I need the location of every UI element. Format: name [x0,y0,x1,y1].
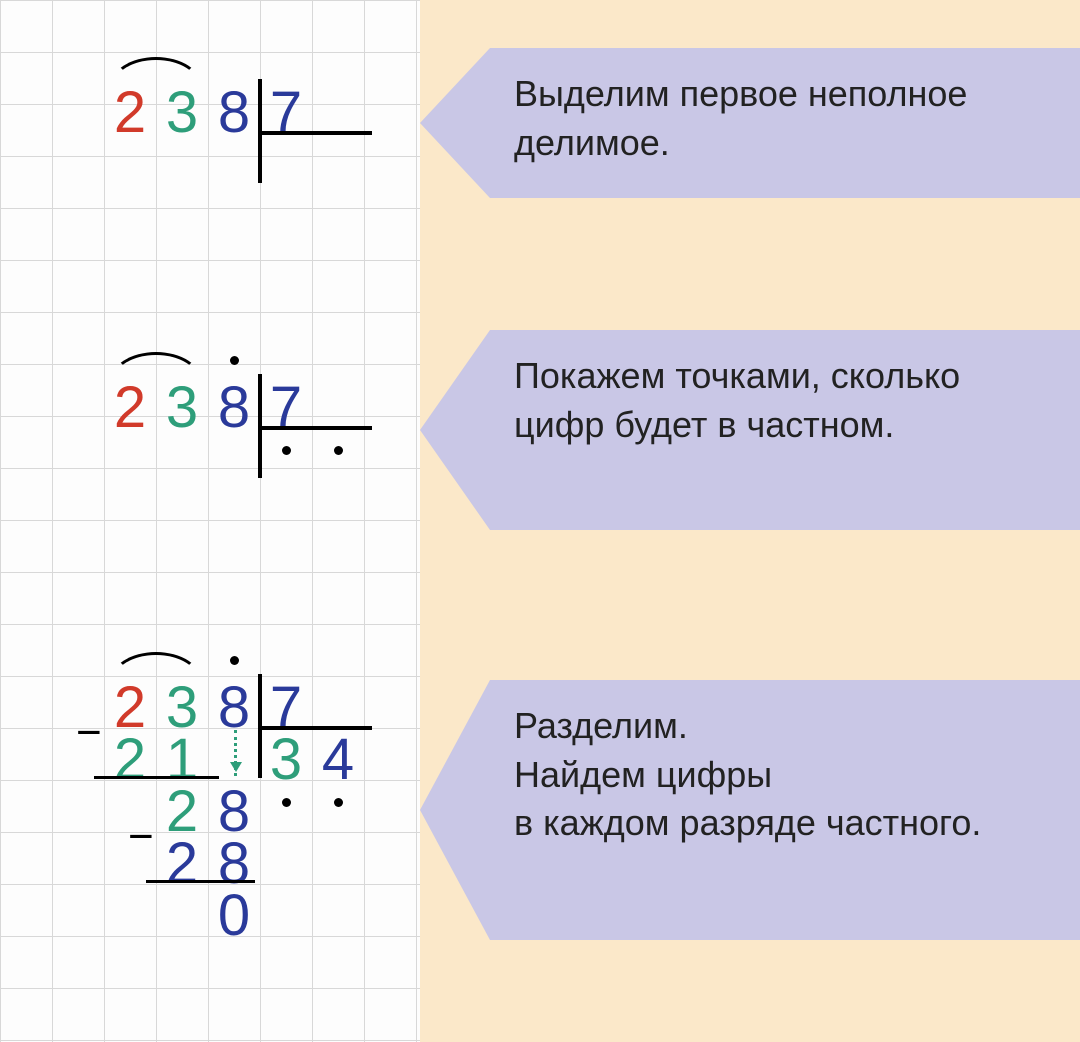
subtraction-line [94,776,219,779]
digit: 8 [208,79,260,146]
digit: 2 [156,830,208,897]
placeholder-dot [334,446,343,455]
placeholder-dot [282,798,291,807]
callout-arrow [420,680,490,940]
bring-down-arrow [234,730,237,776]
digit: 0 [208,882,260,949]
digit: 2 [104,79,156,146]
callout-text: Разделим. Найдем цифры в каждом разряде … [490,680,1080,940]
minus-sign: − [76,708,102,758]
callout-c2: Покажем точками, сколько цифр будет в ча… [420,330,1080,530]
digit: 7 [260,79,312,146]
callout-c3: Разделим. Найдем цифры в каждом разряде … [420,680,1080,940]
minus-sign: − [128,812,154,862]
division-horizontal-line [258,426,372,430]
arc-first-partial [110,57,202,87]
digit: 2 [104,374,156,441]
placeholder-dot [334,798,343,807]
callout-arrow [420,330,490,530]
digit: 2 [104,726,156,793]
callout-text: Выделим первое неполное делимое. [490,48,1080,198]
placeholder-dot [230,356,239,365]
callout-text: Покажем точками, сколько цифр будет в ча… [490,330,1080,530]
placeholder-dot [282,446,291,455]
digit: 4 [312,726,364,793]
digit: 3 [156,79,208,146]
subtraction-line [146,880,255,883]
digit: 3 [156,374,208,441]
digit: 7 [260,374,312,441]
callout-c1: Выделим первое неполное делимое. [420,48,1080,198]
digit: 8 [208,374,260,441]
division-horizontal-line [258,131,372,135]
explanations-panel: Выделим первое неполное делимое. Покажем … [420,0,1080,1042]
grid-workarea: 238723872387213428280−− [0,0,420,1042]
division-horizontal-line [258,726,372,730]
placeholder-dot [230,656,239,665]
callout-arrow [420,48,490,198]
arc-first-partial [110,652,202,682]
digit: 3 [260,726,312,793]
arc-first-partial [110,352,202,382]
